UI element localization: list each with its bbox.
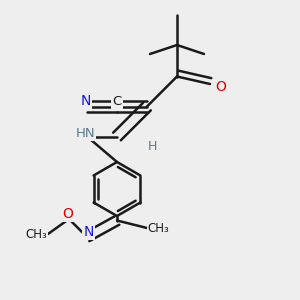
- Text: N: N: [83, 226, 94, 239]
- Text: N: N: [80, 94, 91, 108]
- Text: CH₃: CH₃: [26, 227, 47, 241]
- Text: O: O: [215, 80, 226, 94]
- Text: O: O: [62, 208, 73, 221]
- Text: CH₃: CH₃: [148, 221, 169, 235]
- Text: HN: HN: [76, 127, 95, 140]
- Text: C: C: [112, 94, 122, 108]
- Text: H: H: [148, 140, 157, 154]
